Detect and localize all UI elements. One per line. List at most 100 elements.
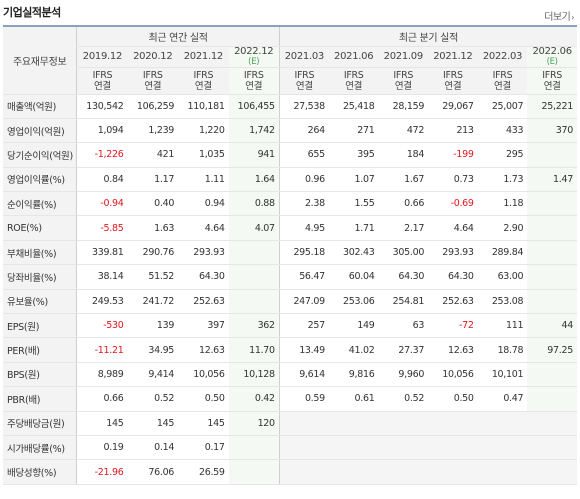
table-row: 당좌비율(%) 38.14 51.52 64.30 56.47 60.04 64.30 64.…: [3, 264, 577, 290]
table-cell: 44: [527, 313, 577, 339]
ifrs-label: IFRS: [193, 69, 214, 81]
table-cell: [278, 435, 329, 461]
table-cell: 64.30: [178, 264, 229, 290]
table-cell: 395: [328, 142, 379, 168]
table-cell: 34.95: [127, 337, 179, 363]
table-cell: 0.40: [127, 191, 179, 217]
period-header: 2019.12: [76, 46, 128, 68]
table-cell: 1.17: [127, 166, 179, 193]
table-cell: 0.17: [178, 435, 229, 461]
consolidated-label: 연결: [345, 80, 363, 92]
table-cell: 1.47: [527, 166, 577, 193]
consolidated-label: 연결: [194, 80, 212, 92]
table-cell: 295: [477, 142, 528, 168]
table-cell: 0.47: [477, 386, 528, 412]
row-label: 주당배당금(원): [3, 410, 77, 436]
table-cell: -5.85: [76, 215, 128, 241]
table-cell: 28,159: [378, 94, 429, 119]
table-cell: -1,226: [76, 142, 128, 168]
table-row: PER(배) -11.21 34.95 12.63 11.70 13.49 41.02 27.…: [3, 337, 577, 363]
table-cell: 253.08: [477, 289, 528, 315]
table-cell: 2.17: [378, 215, 429, 241]
table-cell: 26.59: [178, 459, 229, 485]
table-cell: [527, 459, 577, 485]
table-cell: 8,989: [76, 362, 128, 388]
table-cell: 149: [328, 313, 379, 339]
estimate-marker: (E): [546, 56, 558, 67]
table-cell: 76.06: [127, 459, 179, 485]
table-row: 매출액(억원) 130,542 106,259 110,181 106,455 27,53…: [3, 94, 577, 119]
table-cell: 64.30: [428, 264, 478, 290]
table-cell: -72: [428, 313, 478, 339]
table-row: 순이익률(%) -0.94 0.40 0.94 0.88 2.38 1.55 0.66 -0.6…: [3, 191, 577, 217]
table-cell: 295.18: [278, 239, 329, 266]
table-cell: 63.00: [477, 264, 528, 290]
table-row: 영업이익(억원) 1,094 1,239 1,220 1,742 264 271 472 213…: [3, 118, 577, 144]
table-cell: 139: [127, 313, 179, 339]
table-cell: 145: [76, 410, 128, 436]
row-label: 부채비율(%): [3, 239, 77, 266]
row-label: 당좌비율(%): [3, 264, 77, 290]
period-header: 2021.12: [428, 46, 478, 68]
table-cell: 1.18: [477, 191, 528, 217]
row-header-label: 주요재무정보: [3, 25, 77, 95]
table-cell: 0.14: [127, 435, 179, 461]
table-cell: [228, 264, 280, 290]
table-cell: [228, 289, 280, 315]
table-cell: [428, 435, 478, 461]
table-row: 유보율(%) 249.53 241.72 252.63 247.09 253.06 254.…: [3, 289, 577, 315]
table-cell: [378, 410, 429, 436]
table-cell: 253.06: [328, 289, 379, 315]
table-cell: -199: [428, 142, 478, 168]
table-cell: [428, 410, 478, 436]
table-cell: 97.25: [527, 337, 577, 363]
row-label: PER(배): [3, 337, 77, 363]
table-cell: -0.69: [428, 191, 478, 217]
table-cell: 1.67: [378, 166, 429, 193]
table-cell: [278, 459, 329, 485]
table-cell: 13.49: [278, 337, 329, 363]
table-cell: 213: [428, 118, 478, 144]
table-cell: 110,181: [178, 94, 229, 119]
table-cell: [477, 435, 528, 461]
table-cell: 120: [228, 410, 280, 436]
table-cell: [328, 410, 379, 436]
ifrs-label: IFRS: [393, 69, 414, 81]
table-cell: 0.61: [328, 386, 379, 412]
period-header: 2021.09: [378, 46, 429, 68]
table-cell: 1.63: [127, 215, 179, 241]
table-cell: [527, 264, 577, 290]
table-cell: 56.47: [278, 264, 329, 290]
table-cell: 370: [527, 118, 577, 144]
table-cell: 12.63: [178, 337, 229, 363]
table-cell: [378, 435, 429, 461]
table-cell: 10,056: [428, 362, 478, 388]
consolidated-label: 연결: [543, 80, 561, 92]
table-cell: 11.70: [228, 337, 280, 363]
table-cell: 252.63: [178, 289, 229, 315]
table-cell: 63: [378, 313, 429, 339]
row-label: ROE(%): [3, 215, 77, 241]
table-cell: [378, 459, 429, 485]
table-cell: 9,816: [328, 362, 379, 388]
table-cell: 106,259: [127, 94, 179, 119]
row-label: BPS(원): [3, 362, 77, 388]
table-cell: 252.63: [428, 289, 478, 315]
table-cell: [527, 191, 577, 217]
table-cell: 249.53: [76, 289, 128, 315]
table-cell: 254.81: [378, 289, 429, 315]
row-label: EPS(원): [3, 313, 77, 339]
table-cell: 1,742: [228, 118, 280, 144]
quarter-group-header: 최근 분기 실적: [278, 25, 577, 47]
period-header: 2020.12: [127, 46, 179, 68]
table-cell: 264: [278, 118, 329, 144]
ifrs-label: IFRS: [142, 69, 163, 81]
more-link[interactable]: 더보기›: [544, 8, 574, 23]
table-cell: 1.73: [477, 166, 528, 193]
table-cell: [428, 459, 478, 485]
table-cell: 106,455: [228, 94, 280, 119]
row-label: 당기순이익(억원): [3, 142, 77, 168]
table-cell: 145: [127, 410, 179, 436]
row-label: 영업이익(억원): [3, 118, 77, 144]
table-cell: 421: [127, 142, 179, 168]
